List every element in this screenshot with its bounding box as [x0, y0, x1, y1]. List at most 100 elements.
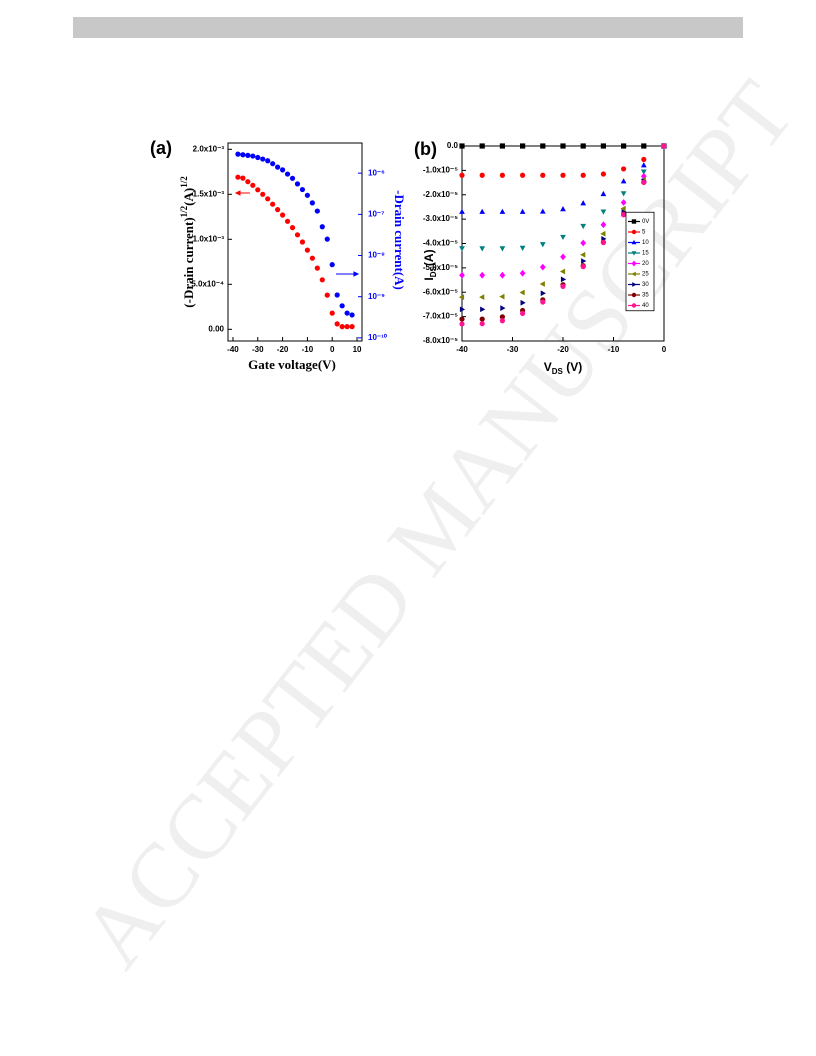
- marker: [319, 277, 325, 283]
- marker: [458, 294, 465, 300]
- marker: [631, 229, 637, 235]
- plot-frame: [227, 142, 363, 342]
- marker: [539, 208, 546, 214]
- legend-label: 40: [642, 303, 649, 309]
- arrow: [234, 190, 250, 196]
- marker: [299, 239, 306, 245]
- panel-label: (a): [150, 138, 172, 158]
- x-tick-label: -20: [277, 345, 289, 354]
- marker: [520, 310, 526, 317]
- marker: [641, 179, 647, 185]
- y-tick-label: -3.0x10⁻⁵: [423, 214, 458, 223]
- x-axis-label: Gate voltage(V): [248, 357, 336, 372]
- marker: [344, 324, 350, 330]
- arrow: [336, 271, 360, 277]
- marker: [620, 178, 627, 184]
- y-label-sub: DS: [429, 265, 438, 277]
- marker: [621, 143, 627, 149]
- y2-tick-label: 10⁻⁷: [368, 209, 384, 218]
- marker: [560, 234, 566, 241]
- x-tick-label: 0: [662, 345, 667, 354]
- series: [235, 151, 355, 318]
- x-tick-label: -40: [227, 345, 239, 354]
- marker: [499, 246, 506, 252]
- marker: [235, 174, 241, 180]
- marker: [600, 221, 607, 229]
- marker: [479, 321, 485, 327]
- marker: [632, 282, 637, 287]
- marker: [540, 143, 546, 149]
- x-label-part: (V): [563, 360, 582, 374]
- marker: [459, 271, 465, 279]
- x-tick-label: 10: [353, 345, 362, 354]
- marker: [275, 207, 281, 213]
- marker: [580, 239, 587, 247]
- marker: [279, 212, 286, 218]
- y-tick-label: 5.0x10⁻⁴: [191, 279, 224, 288]
- marker: [560, 276, 567, 283]
- marker: [299, 186, 306, 193]
- marker: [459, 321, 465, 327]
- marker: [621, 166, 627, 172]
- marker: [265, 196, 271, 202]
- marker: [661, 143, 667, 149]
- y2-tick-label: 10⁻⁹: [368, 292, 385, 301]
- marker: [270, 201, 276, 207]
- marker: [631, 251, 637, 256]
- x-label-sub: DS: [552, 367, 564, 376]
- marker: [250, 153, 256, 159]
- legend-label: 0V: [642, 219, 649, 225]
- marker: [459, 208, 465, 214]
- x-axis-label: VDS (V): [544, 360, 582, 376]
- series: [235, 174, 355, 330]
- marker: [540, 290, 546, 297]
- marker: [560, 253, 566, 261]
- y-tick-label: 1.5x10⁻³: [193, 189, 225, 198]
- marker: [600, 239, 607, 246]
- marker: [304, 192, 311, 198]
- marker: [479, 208, 486, 214]
- marker: [245, 179, 251, 185]
- marker: [479, 172, 485, 178]
- marker: [265, 158, 271, 164]
- y-label-sup: 1/2: [179, 205, 189, 217]
- marker: [255, 187, 261, 193]
- legend-label: 5: [642, 230, 646, 236]
- x-tick-label: -30: [507, 345, 519, 354]
- marker: [284, 218, 291, 224]
- marker: [309, 255, 315, 261]
- legend-box: [625, 211, 655, 312]
- marker: [539, 242, 546, 248]
- marker: [289, 225, 296, 231]
- y-tick-label: -8.0x10⁻⁵: [423, 336, 458, 345]
- marker: [319, 224, 325, 230]
- marker: [349, 324, 355, 330]
- marker: [580, 223, 587, 230]
- marker: [539, 281, 545, 287]
- marker: [459, 172, 465, 178]
- y-tick-label: 1.0x10⁻³: [193, 234, 225, 243]
- x-tick-label: -10: [302, 345, 314, 354]
- y-label-part: (A): [181, 188, 196, 206]
- marker: [314, 265, 320, 271]
- marker: [519, 269, 526, 277]
- marker: [600, 230, 606, 237]
- marker: [479, 316, 485, 322]
- x-label-part: V: [544, 360, 552, 374]
- marker: [631, 271, 636, 277]
- marker: [540, 172, 546, 178]
- marker: [641, 143, 647, 149]
- marker: [499, 143, 505, 149]
- x-tick-label: -30: [252, 345, 264, 354]
- legend-label: 10: [642, 240, 649, 246]
- marker: [580, 172, 586, 178]
- marker: [329, 262, 335, 268]
- header-bar: [73, 17, 743, 38]
- marker: [314, 208, 320, 214]
- marker: [250, 182, 256, 188]
- marker: [559, 268, 566, 275]
- marker: [480, 306, 486, 313]
- marker: [620, 205, 626, 212]
- marker: [519, 245, 526, 252]
